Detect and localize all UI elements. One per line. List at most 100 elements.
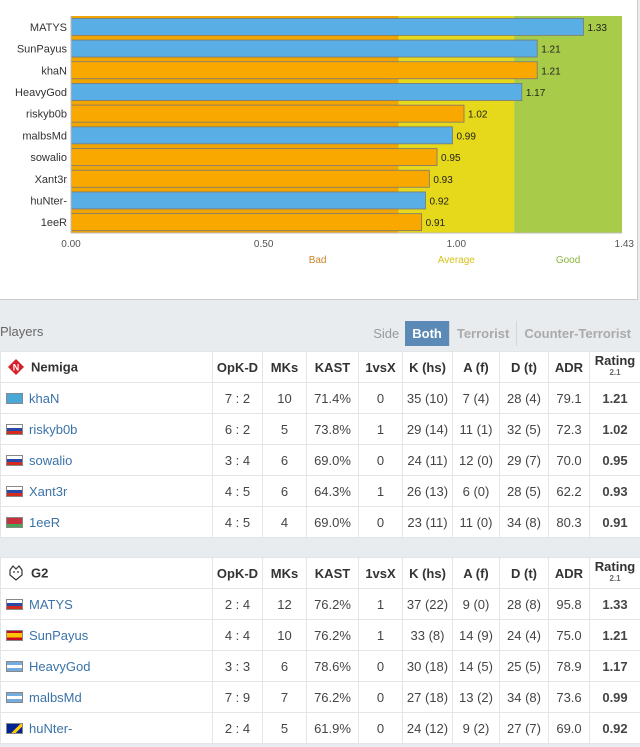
team-stats-table-g2: G2 OpK-D MKs KAST 1vsX K (hs) A (f) D (t) ADR Rat… <box>0 557 640 744</box>
column-header-kast[interactable]: KAST <box>306 557 359 589</box>
rating-header-label: Rating <box>594 559 636 574</box>
cell-adr: 75.0 <box>548 619 590 651</box>
column-header-d-t[interactable]: D (t) <box>499 557 549 589</box>
cell-opk-d: 7 : 9 <box>212 681 263 713</box>
player-name-link[interactable]: 1eeR <box>29 514 61 530</box>
cell-mks: 6 <box>262 475 307 507</box>
cell-rating: 0.91 <box>589 506 640 538</box>
bar-category-label: khaN <box>41 65 67 77</box>
flag-ru-icon <box>6 423 23 435</box>
player-name-link[interactable]: huNter- <box>29 720 73 736</box>
player-cell: khaN <box>0 382 213 414</box>
player-name-link[interactable]: MATYS <box>29 596 73 612</box>
bar-huNter- <box>70 191 426 210</box>
cell-d-t: 28 (4) <box>499 382 549 414</box>
column-header-k-hs[interactable]: K (hs) <box>402 557 453 589</box>
bar-malbsMd <box>70 126 453 145</box>
flag-ru-icon <box>6 454 23 466</box>
x-tick-label: 0.50 <box>254 239 274 250</box>
player-name-link[interactable]: Xant3r <box>29 483 68 499</box>
rating-version-label: 2.1 <box>609 368 621 377</box>
player-cell: SunPayus <box>0 619 213 651</box>
flag-ru-icon <box>6 485 23 497</box>
cell-mks: 5 <box>262 413 307 445</box>
bar-category-label: huNter- <box>30 195 67 207</box>
table-header-row: N Nemiga OpK-D MKs KAST 1vsX K (hs) A (f) D (t) A… <box>0 351 640 383</box>
cell-k-hs: 33 (8) <box>402 619 453 651</box>
bar-MATYS <box>70 17 584 36</box>
column-header-d-t[interactable]: D (t) <box>499 351 549 383</box>
tab-counter-terrorist[interactable]: Counter-Terrorist <box>516 321 638 346</box>
bar-value-label: 1.33 <box>587 23 607 34</box>
column-header-rating[interactable]: Rating 2.1 <box>589 351 640 383</box>
bar-Xant3r <box>70 169 430 188</box>
cell-adr: 73.6 <box>548 681 590 713</box>
bar-category-label: SunPayus <box>17 44 68 56</box>
nemiga-logo-icon: N <box>8 359 24 375</box>
column-header-adr[interactable]: ADR <box>548 351 590 383</box>
bar-sowalio <box>70 148 438 166</box>
cell-1vsx: 1 <box>358 413 403 445</box>
cell-rating: 1.17 <box>589 650 640 682</box>
column-header-mks[interactable]: MKs <box>262 351 307 383</box>
player-cell: 1eeR <box>0 506 213 538</box>
cell-k-hs: 30 (18) <box>402 650 453 682</box>
cell-kast: 71.4% <box>306 382 359 414</box>
cell-kast: 76.2% <box>306 619 359 651</box>
cell-mks: 4 <box>262 506 307 538</box>
cell-mks: 6 <box>262 444 307 476</box>
player-name-link[interactable]: khaN <box>29 390 60 406</box>
cell-d-t: 29 (7) <box>499 444 549 476</box>
cell-1vsx: 0 <box>358 681 403 713</box>
table-row: 1eeR 4 : 5 4 69.0% 0 23 (11) 11 (0) 34 (8) 80.3 0… <box>0 506 640 538</box>
column-header-opk-d[interactable]: OpK-D <box>212 351 263 383</box>
player-name-link[interactable]: sowalio <box>29 452 73 468</box>
cell-1vsx: 0 <box>358 712 403 744</box>
player-name-link[interactable]: riskyb0b <box>29 421 78 437</box>
cell-1vsx: 0 <box>358 506 403 538</box>
cell-d-t: 34 (8) <box>499 681 549 713</box>
side-label: Side <box>373 326 400 341</box>
player-name-link[interactable]: HeavyGod <box>29 658 91 674</box>
zone-label-average: Average <box>438 255 476 266</box>
player-name-link[interactable]: SunPayus <box>29 627 89 643</box>
tab-both[interactable]: Both <box>405 321 449 346</box>
player-name-link[interactable]: malbsMd <box>29 689 82 705</box>
cell-adr: 69.0 <box>548 712 590 744</box>
cell-d-t: 25 (5) <box>499 650 549 682</box>
player-cell: HeavyGod <box>0 650 213 682</box>
cell-k-hs: 29 (14) <box>402 413 453 445</box>
column-header-1vsx[interactable]: 1vsX <box>358 557 403 589</box>
cell-rating: 0.92 <box>589 712 640 744</box>
column-header-opk-d[interactable]: OpK-D <box>212 557 263 589</box>
rating-version-label: 2.1 <box>609 574 621 583</box>
table-header-row: G2 OpK-D MKs KAST 1vsX K (hs) A (f) D (t) ADR Rat… <box>0 557 640 589</box>
cell-rating: 1.21 <box>589 619 640 651</box>
bar-category-label: malbsMd <box>22 130 67 142</box>
cell-rating: 0.99 <box>589 681 640 713</box>
tab-terrorist[interactable]: Terrorist <box>448 321 517 346</box>
cell-kast: 78.6% <box>306 650 359 682</box>
column-header-1vsx[interactable]: 1vsX <box>358 351 403 383</box>
column-header-a-f[interactable]: A (f) <box>452 557 500 589</box>
rating-chart-panel: MATYS 1.33 SunPayus 1.21 khaN 1.21 HeavyGod 1.1… <box>0 0 638 300</box>
bar-category-label: Xant3r <box>35 174 68 186</box>
cell-rating: 1.02 <box>589 413 640 445</box>
column-header-adr[interactable]: ADR <box>548 557 590 589</box>
column-header-k-hs[interactable]: K (hs) <box>402 351 453 383</box>
cell-a-f: 9 (0) <box>452 588 500 620</box>
players-section-header: Players Side Both Terrorist Counter-Terr… <box>0 318 640 350</box>
column-header-rating[interactable]: Rating 2.1 <box>589 557 640 589</box>
column-header-a-f[interactable]: A (f) <box>452 351 500 383</box>
column-header-mks[interactable]: MKs <box>262 557 307 589</box>
cell-a-f: 6 (0) <box>452 475 500 507</box>
cell-mks: 7 <box>262 681 307 713</box>
cell-mks: 10 <box>262 619 307 651</box>
bar-category-label: sowalio <box>30 152 67 164</box>
bar-category-label: riskyb0b <box>26 109 67 121</box>
column-header-kast[interactable]: KAST <box>306 351 359 383</box>
bar-value-label: 0.91 <box>426 218 446 229</box>
cell-a-f: 11 (0) <box>452 506 500 538</box>
cell-k-hs: 24 (11) <box>402 444 453 476</box>
cell-adr: 80.3 <box>548 506 590 538</box>
